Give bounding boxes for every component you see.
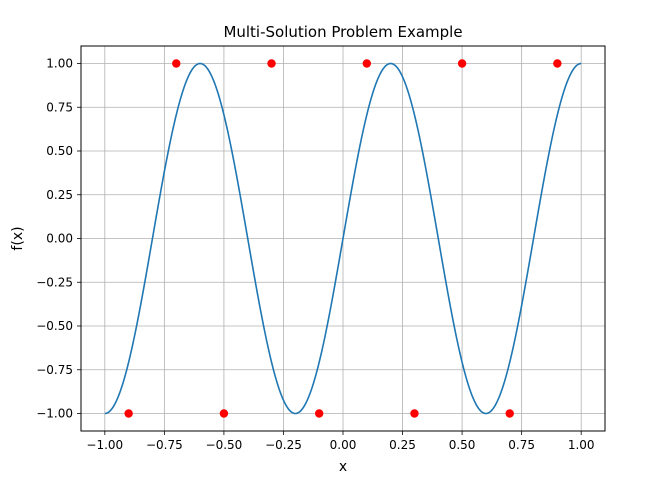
solution-point (553, 59, 562, 68)
y-tick-label: −1.00 (36, 407, 73, 421)
x-tick-label: 0.75 (508, 438, 535, 452)
x-tick-label: 0.25 (389, 438, 416, 452)
x-tick-label: 1.00 (568, 438, 595, 452)
chart-title: Multi-Solution Problem Example (223, 23, 462, 41)
y-tick-label: 0.00 (46, 232, 73, 246)
x-tick-label: −0.50 (206, 438, 243, 452)
curve-line (104, 62, 582, 415)
solution-point (505, 409, 514, 418)
x-tick-label: 0.00 (330, 438, 357, 452)
y-tick-label: −0.75 (36, 363, 73, 377)
x-tick-label: −1.00 (86, 438, 123, 452)
y-axis-ticks: −1.00 −0.75 −0.50 −0.25 0.00 0.25 0.50 0.75 1.00 (36, 57, 81, 421)
y-tick-label: 0.75 (46, 100, 73, 114)
y-tick-label: 1.00 (46, 57, 73, 71)
solution-point (172, 59, 181, 68)
y-tick-label: −0.25 (36, 275, 73, 289)
x-tick-label: −0.75 (146, 438, 183, 452)
solution-point (362, 59, 372, 68)
y-tick-label: 0.50 (46, 144, 73, 158)
solution-point (267, 59, 276, 68)
x-axis-label: x (339, 459, 347, 475)
solution-point (314, 409, 324, 418)
y-axis-label: f(x) (10, 226, 26, 250)
x-axis-ticks: −1.00 −0.75 −0.50 −0.25 0.00 0.25 0.50 0.75 1.00 (86, 431, 595, 452)
solution-point (410, 409, 419, 418)
solution-points (124, 59, 562, 418)
series-curve (104, 62, 582, 415)
solution-point (219, 409, 229, 418)
solution-point (457, 59, 467, 68)
y-tick-label: −0.50 (36, 319, 73, 333)
x-tick-label: −0.25 (265, 438, 302, 452)
y-tick-label: 0.25 (46, 188, 73, 202)
solution-point (124, 409, 133, 418)
x-tick-label: 0.50 (449, 438, 476, 452)
